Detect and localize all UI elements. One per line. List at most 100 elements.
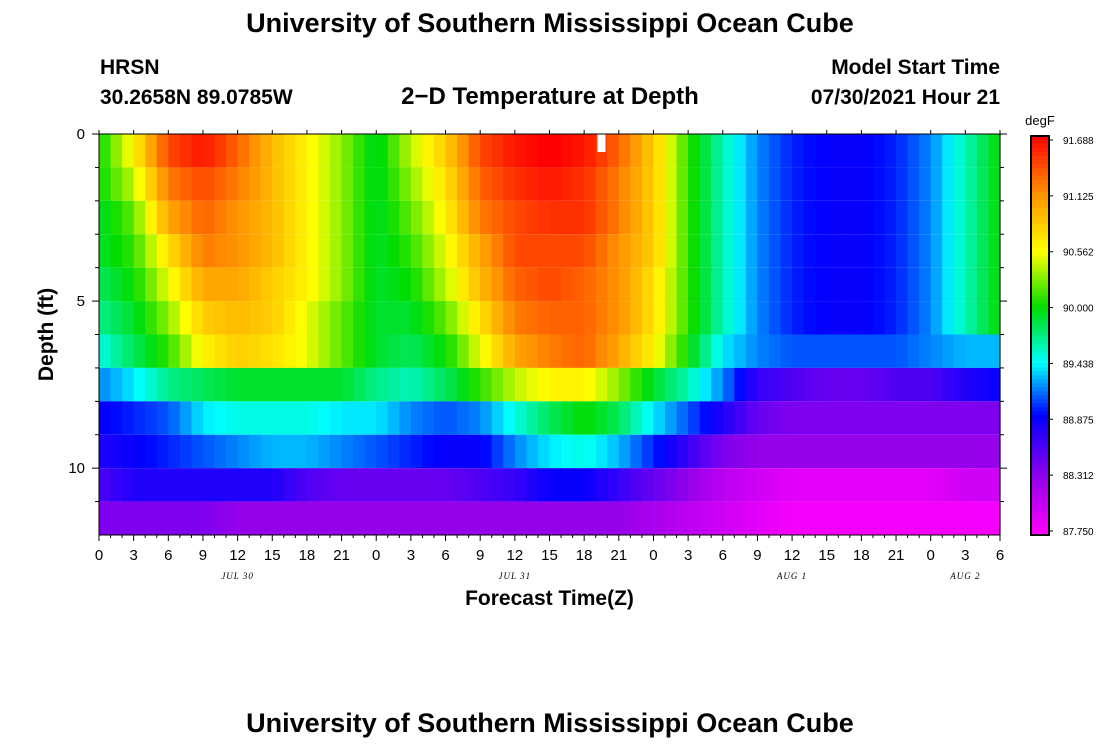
heatmap-cell	[410, 501, 424, 535]
colorbar-segment	[1031, 511, 1049, 516]
heatmap-cell	[653, 167, 666, 201]
heatmap-cell	[387, 401, 400, 435]
heatmap-cell	[364, 334, 377, 368]
heatmap-cell	[942, 234, 955, 268]
heatmap-cell	[237, 167, 250, 201]
heatmap-cell	[399, 234, 412, 268]
colorbar-segment	[1031, 463, 1049, 468]
heatmap-cell	[122, 267, 135, 302]
heatmap-cell	[803, 301, 816, 335]
heatmap-cell	[965, 167, 978, 201]
heatmap-cell	[133, 267, 146, 302]
heatmap-cell	[826, 367, 839, 402]
heatmap-cell	[872, 234, 886, 268]
heatmap-cell	[179, 401, 193, 435]
heatmap-cell	[676, 401, 689, 435]
x-tick-label: 15	[264, 547, 281, 564]
heatmap-cell	[630, 200, 643, 235]
heatmap-cell	[514, 301, 527, 335]
heatmap-cell	[237, 468, 250, 502]
heatmap-cell	[745, 200, 759, 235]
heatmap-cell	[537, 334, 551, 368]
heatmap-cell	[815, 134, 828, 168]
heatmap-cell	[653, 267, 666, 302]
heatmap-cell	[272, 200, 285, 235]
heatmap-cell	[768, 468, 782, 502]
heatmap-cell	[919, 434, 932, 469]
heatmap-cell	[318, 134, 331, 168]
heatmap-cell	[896, 301, 909, 335]
heatmap-cell	[722, 334, 735, 368]
colorbar-segment	[1031, 267, 1049, 273]
heatmap-cell	[930, 401, 943, 435]
heatmap-cell	[688, 134, 701, 168]
x-tick-label: 6	[719, 547, 727, 564]
heatmap-cell	[872, 501, 886, 535]
heatmap-cell	[699, 401, 712, 435]
heatmap-cell	[145, 434, 158, 469]
heatmap-cell	[179, 367, 193, 402]
heatmap-cell	[457, 434, 470, 469]
heatmap-cell	[803, 167, 816, 201]
heatmap-cell	[445, 401, 458, 435]
heatmap-cell	[896, 367, 909, 402]
heatmap-cell	[884, 301, 897, 335]
heatmap-cell	[330, 200, 343, 235]
heatmap-cell	[930, 367, 943, 402]
heatmap-cell	[503, 468, 516, 502]
heatmap-cell	[826, 200, 839, 235]
heatmap-cell	[353, 301, 366, 335]
colorbar-segment	[1031, 231, 1049, 237]
heatmap-cell	[561, 267, 574, 302]
heatmap-cell	[780, 468, 793, 502]
heatmap-cell	[722, 501, 735, 535]
colorbar-segment	[1031, 395, 1049, 400]
colorbar-segment	[1031, 467, 1049, 472]
heatmap-cell	[584, 134, 597, 168]
heatmap-cell	[226, 301, 239, 335]
heatmap-cell	[630, 334, 643, 368]
heatmap-cell	[514, 134, 527, 168]
heatmap-cell	[491, 267, 504, 302]
heatmap-cell	[745, 234, 759, 268]
colorbar-segment	[1031, 191, 1049, 197]
heatmap-cell	[942, 334, 955, 368]
heatmap-cell	[156, 501, 169, 535]
heatmap-cell	[364, 200, 377, 235]
heatmap-cell	[237, 401, 250, 435]
heatmap-cell	[110, 234, 123, 268]
heatmap-cell	[780, 434, 793, 469]
heatmap-cell	[353, 334, 366, 368]
heatmap-cell	[537, 401, 551, 435]
colorbar-segment	[1031, 359, 1049, 365]
heatmap-cell	[457, 200, 470, 235]
heatmap-cell	[734, 200, 747, 235]
heatmap-cell	[226, 200, 239, 235]
date-label: AUG 2	[949, 571, 980, 581]
heatmap-cell	[364, 434, 377, 469]
colorbar-segment	[1031, 355, 1049, 361]
heatmap-cell	[722, 367, 735, 402]
heatmap-cell	[792, 434, 805, 469]
heatmap-cell	[145, 200, 158, 235]
heatmap-cell	[318, 367, 331, 402]
heatmap-cell	[133, 434, 146, 469]
colorbar-segment	[1031, 431, 1049, 436]
colorbar-segment	[1031, 155, 1049, 161]
heatmap-cell	[99, 234, 112, 268]
heatmap-cell	[202, 267, 216, 302]
heatmap-cell	[803, 367, 816, 402]
heatmap-cell	[907, 367, 920, 402]
heatmap-cell	[179, 234, 193, 268]
heatmap-cell	[156, 167, 169, 201]
heatmap-cell	[295, 267, 308, 302]
heatmap-cell	[480, 334, 493, 368]
heatmap-cell	[202, 200, 216, 235]
heatmap-cell	[988, 167, 1001, 201]
heatmap-cell	[572, 367, 585, 402]
heatmap-cell	[630, 301, 643, 335]
heatmap-cell	[353, 267, 366, 302]
heatmap-cell	[422, 501, 435, 535]
heatmap-cell	[341, 468, 354, 502]
colorbar-segment	[1031, 491, 1049, 496]
